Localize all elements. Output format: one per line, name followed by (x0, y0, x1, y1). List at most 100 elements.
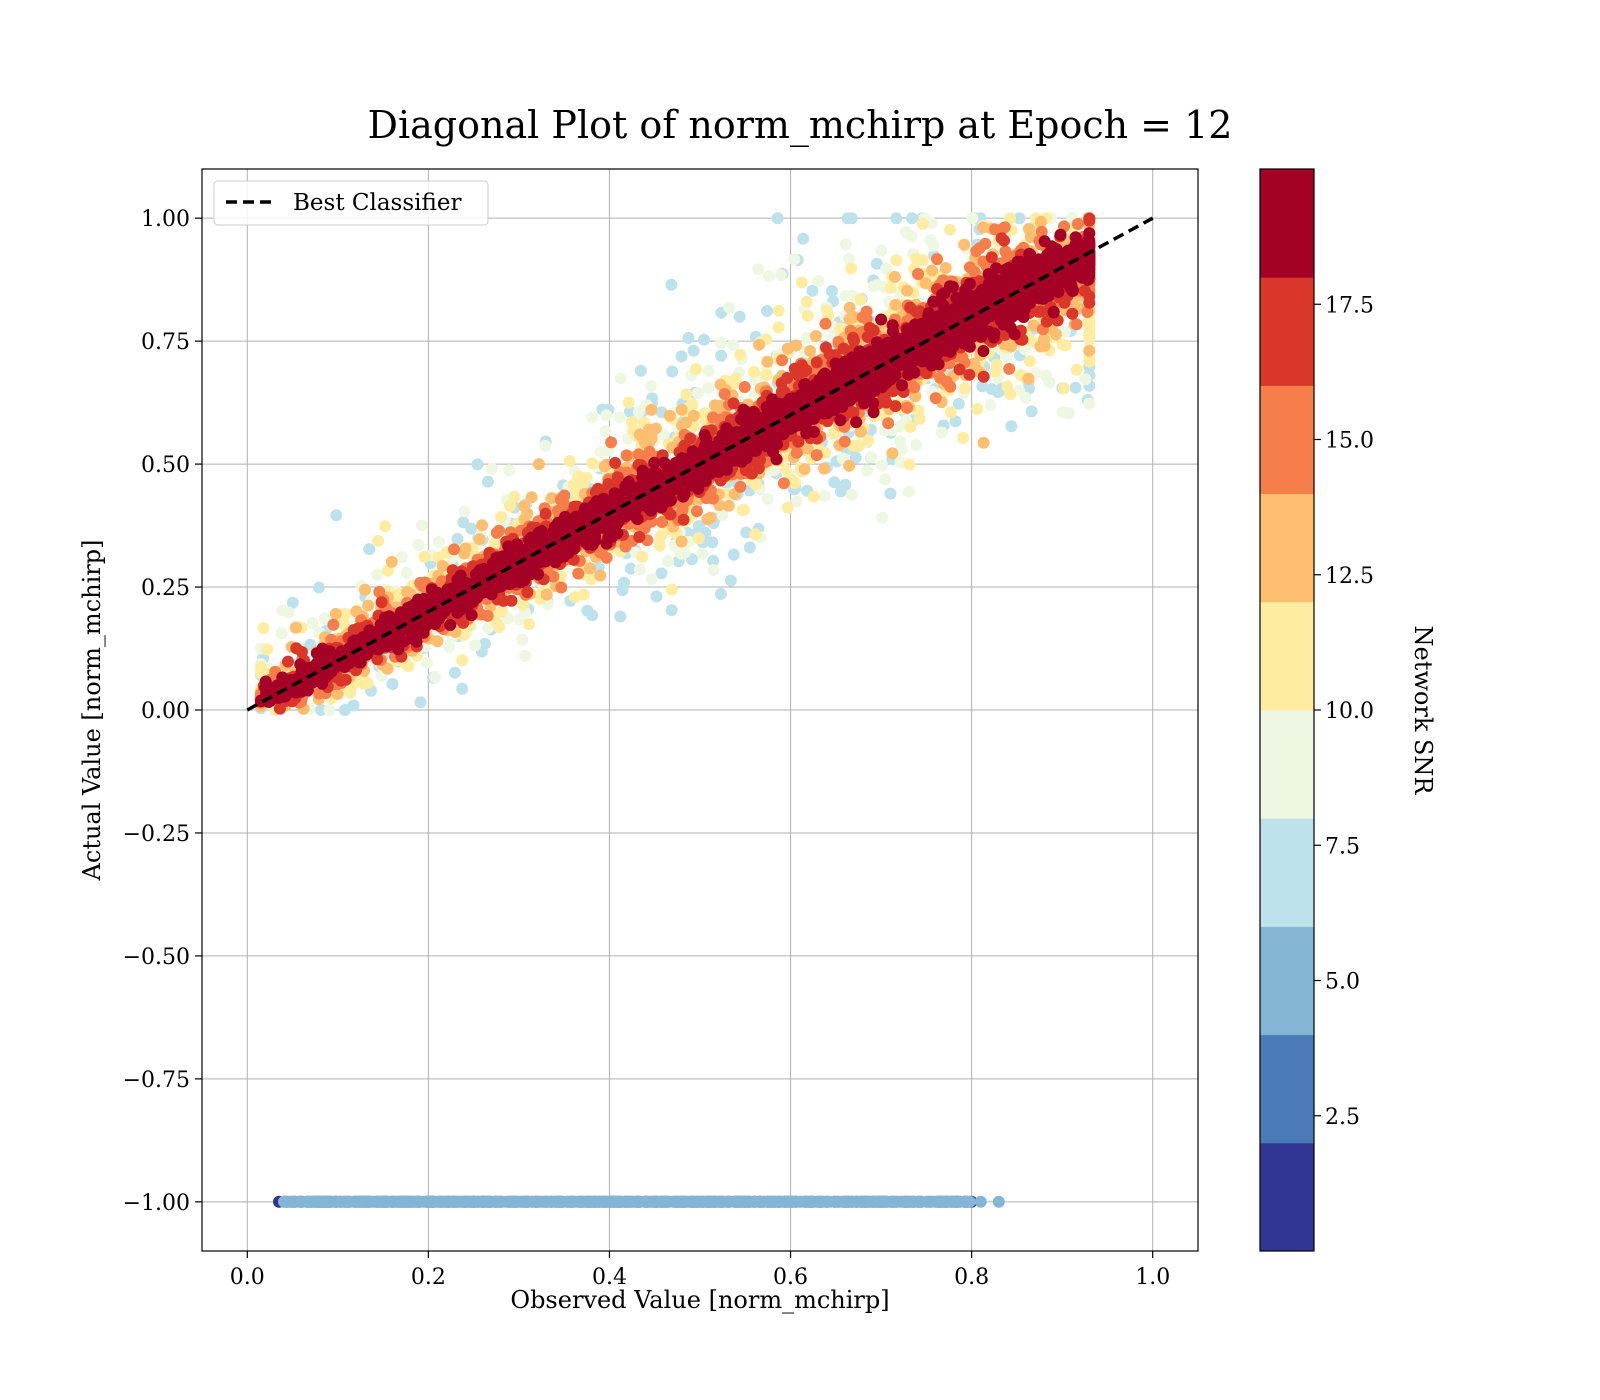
scatter-point (777, 477, 790, 490)
scatter-point (690, 505, 703, 518)
scatter-point (379, 520, 392, 533)
scatter-point (645, 403, 658, 416)
scatter-point (781, 501, 794, 514)
scatter-point (680, 388, 693, 401)
scatter-point (675, 547, 688, 560)
scatter-point (504, 500, 516, 512)
scatter-point (490, 526, 503, 539)
scatter-point (819, 317, 832, 330)
scatter-point (903, 458, 916, 471)
scatter-point (476, 1195, 489, 1208)
scatter-point (1023, 355, 1036, 368)
scatter-point (843, 459, 856, 472)
scatter-point (976, 380, 989, 393)
scatter-point (1038, 339, 1051, 352)
scatter-point (624, 562, 637, 575)
scatter-point (1083, 332, 1096, 345)
scatter-point (738, 381, 751, 393)
scatter-point (414, 696, 427, 709)
scatter-point (911, 1195, 924, 1208)
scatter-point (856, 311, 869, 324)
scatter-point (695, 1195, 708, 1208)
scatter-point (854, 293, 867, 306)
scatter-point (586, 457, 599, 470)
scatter-point (675, 350, 688, 363)
scatter-point (1083, 397, 1096, 410)
scatter-point (687, 344, 700, 357)
scatter-point (275, 627, 288, 640)
scatter-point (315, 704, 327, 716)
scatter-point (806, 284, 819, 297)
scatter-point (517, 1195, 530, 1208)
scatter-point (818, 462, 831, 475)
scatter-point (804, 345, 817, 357)
scatter-point (696, 547, 709, 560)
scatter-point (1070, 363, 1083, 376)
scatter-point (707, 492, 719, 505)
scatter-point (532, 458, 545, 471)
scatter-point (614, 372, 627, 385)
scatter-point (849, 451, 862, 464)
scatter-point (861, 464, 874, 477)
scatter-point (507, 1195, 520, 1208)
scatter-point (401, 585, 414, 598)
scatter-point (772, 304, 785, 317)
scatter-point (788, 253, 801, 266)
scatter-point (734, 348, 747, 361)
scatter-point (630, 1195, 643, 1208)
scatter-point (1032, 305, 1045, 318)
scatter-point (957, 432, 970, 444)
scatter-point (465, 522, 478, 535)
scatter-point (810, 356, 823, 369)
scatter-point (749, 528, 762, 541)
scatter-point (966, 212, 979, 225)
scatter-point (555, 581, 568, 594)
scatter-point (890, 254, 903, 267)
scatter-point (495, 605, 508, 618)
scatter-point (572, 567, 585, 580)
scatter-point (801, 309, 814, 322)
scatter-point (886, 447, 899, 460)
scatter-point (707, 564, 720, 576)
scatter-point (610, 1195, 623, 1208)
scatter-point (354, 1195, 367, 1208)
scatter-point (929, 392, 942, 405)
scatter-point (890, 212, 903, 225)
scatter-point (1003, 362, 1016, 375)
scatter-point (469, 639, 482, 652)
scatter-point (799, 1195, 812, 1208)
scatter-point (876, 511, 889, 524)
scatter-point (740, 526, 753, 539)
scatter-point (577, 588, 590, 601)
scatter-point (609, 456, 622, 469)
scatter-point (665, 278, 678, 291)
scatter-point (684, 1195, 697, 1208)
scatter-point (328, 1195, 341, 1208)
scatter-point (665, 583, 678, 596)
scatter-point (429, 671, 442, 683)
scatter-point (519, 649, 531, 662)
scatter-point (645, 379, 658, 392)
scatter-point (901, 284, 914, 297)
scatter-point (884, 281, 897, 294)
scatter-point (599, 425, 612, 438)
scatter-point (363, 543, 376, 556)
scatter-point (692, 520, 705, 532)
scatter-point (901, 401, 913, 414)
scatter-point (826, 285, 838, 297)
scatter-point (632, 448, 645, 461)
scatter-point (884, 487, 897, 500)
scatter-point (276, 604, 289, 617)
scatter-point (451, 532, 464, 545)
scatter-point (690, 363, 702, 376)
scatter-point (655, 567, 668, 580)
scatter-point (812, 1195, 825, 1208)
scatter-point (692, 532, 705, 545)
scatter-point (939, 262, 952, 274)
scatter-point (618, 576, 630, 589)
scatter-point (675, 403, 688, 416)
scatter-point (917, 254, 929, 267)
scatter-point (659, 1195, 671, 1208)
scatter-point (797, 232, 810, 245)
scatter-point (456, 682, 469, 695)
